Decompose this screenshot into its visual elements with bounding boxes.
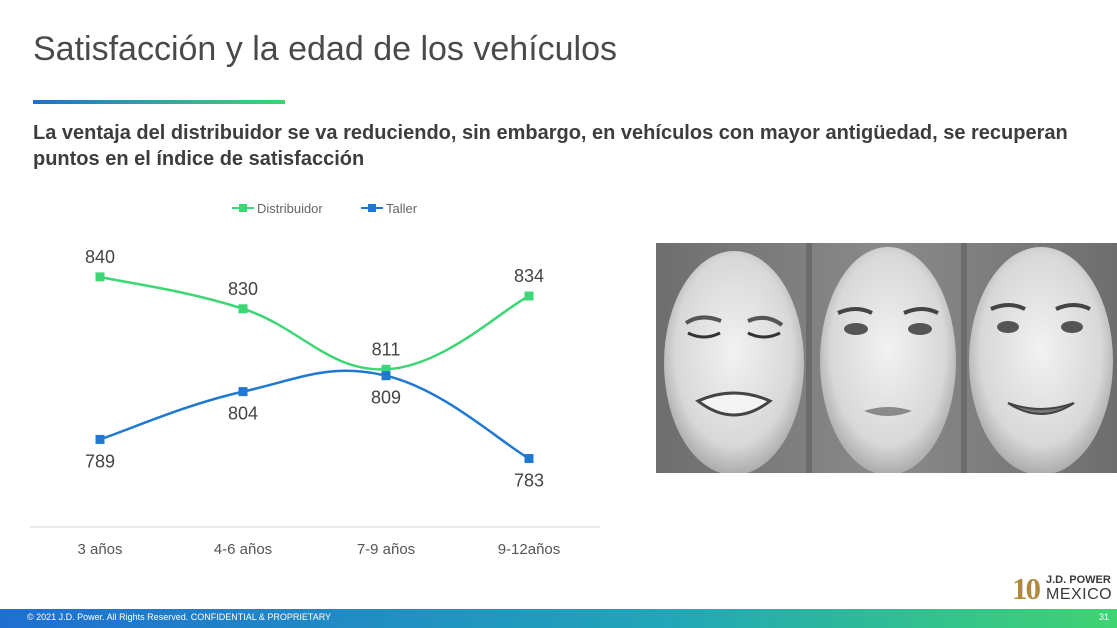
logo-brand: J.D. POWER [1046,574,1111,586]
data-label: 840 [85,247,115,267]
x-tick-label: 9-12años [498,541,561,558]
page-number: 31 [1098,612,1109,622]
x-tick-label: 7-9 años [357,541,415,558]
data-point [381,371,391,381]
legend-label: Distribuidor [257,201,323,216]
x-tick-label: 3 años [77,541,122,558]
title-underline [33,100,285,104]
series-line-distribuidor [99,275,530,371]
legend-label: Taller [386,201,418,216]
data-label: 834 [514,266,544,286]
data-label: 830 [228,279,258,299]
data-label: 804 [228,404,258,424]
data-label: 809 [371,388,401,408]
x-tick-label: 4-6 años [214,541,272,558]
logo-country: MEXICO [1046,586,1113,603]
data-point [238,387,248,397]
page-title: Satisfacción y la edad de los vehículos [33,30,618,68]
legend-marker [368,204,376,212]
logo: 10 J.D. POWER MEXICO [1012,571,1112,606]
data-point [95,272,105,282]
data-point [381,364,391,374]
line-chart: 3 años 4-6 años 7-9 años 9-12años Distribuid… [30,201,600,558]
logo-number: 10 [1012,571,1041,606]
legend-marker [239,204,247,212]
series-line-taller [99,369,530,460]
data-label: 789 [85,451,115,471]
faces-photo [656,243,1117,473]
data-point [238,304,248,314]
data-point [95,434,105,444]
footer-bar: © 2021 J.D. Power. All Rights Reserved. … [0,609,1117,628]
data-point [524,454,534,464]
page-subtitle: La ventaja del distribuidor se va reduci… [33,122,1068,170]
footer-copyright: © 2021 J.D. Power. All Rights Reserved. … [27,612,332,622]
data-label: 811 [372,339,401,359]
data-label: 783 [514,471,544,491]
data-point [524,291,534,301]
